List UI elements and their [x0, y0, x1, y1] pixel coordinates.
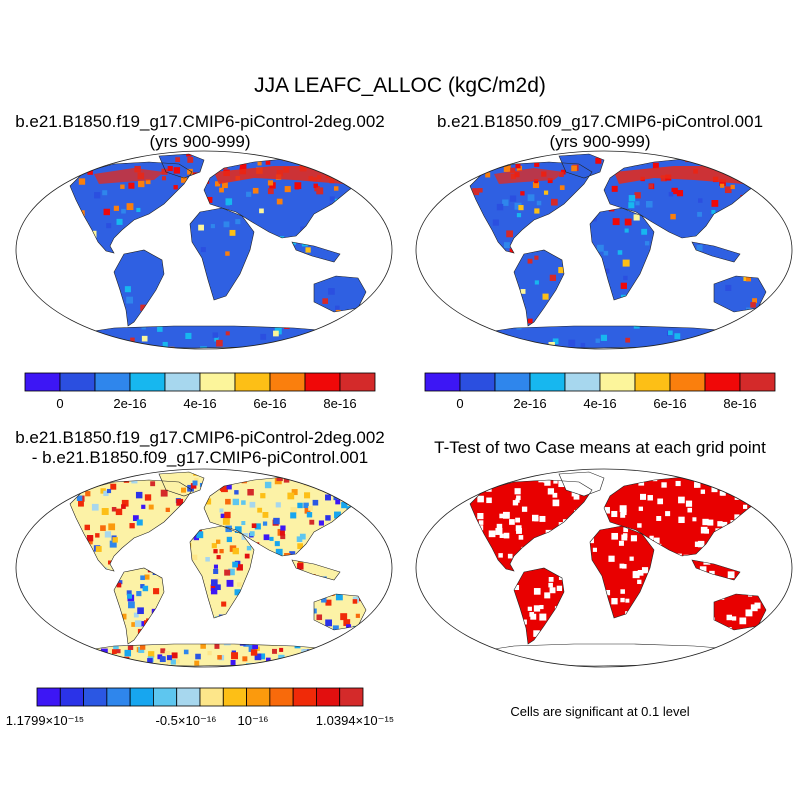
- colorbar-panel1: [24, 372, 376, 392]
- colorbar-difference: [36, 687, 364, 707]
- colorbar-cell: [564, 372, 601, 392]
- colorbar-cell: [339, 372, 376, 392]
- panel1-title: b.e21.B1850.f19_g17.CMIP6-piControl-2deg…: [0, 112, 400, 152]
- panel4-title-line1: T-Test of two Case means at each grid po…: [434, 438, 766, 457]
- colorbar-cell: [164, 372, 201, 392]
- continent-greenland: [559, 154, 604, 178]
- colorbar-cell: [83, 687, 108, 707]
- colorbar-tick-label: 8e-16: [323, 396, 357, 411]
- colorbar-cell: [269, 687, 294, 707]
- page-title: JJA LEAFC_ALLOC (kgC/m2d): [254, 74, 546, 97]
- colorbar-cell: [59, 372, 96, 392]
- continent-southAmerica: [114, 568, 164, 644]
- panel1-title-line2: (yrs 900-999): [149, 132, 251, 151]
- continent-seAsia: [692, 242, 740, 262]
- colorbar-cell: [339, 687, 364, 707]
- colorbar-panel2: [424, 372, 776, 392]
- colorbar-cell: [599, 372, 636, 392]
- continent-southAmerica: [114, 250, 164, 326]
- colorbar-cell: [199, 372, 236, 392]
- colorbar-cell: [222, 687, 247, 707]
- colorbar-tick-label: 6e-16: [253, 396, 287, 411]
- colorbar-cell: [129, 687, 154, 707]
- colorbar-cell: [292, 687, 317, 707]
- continent-northAmerica: [470, 162, 592, 253]
- colorbar-cell: [634, 372, 671, 392]
- colorbar-cell: [106, 687, 131, 707]
- colorbar-cell: [59, 687, 84, 707]
- map-border: [15, 468, 393, 668]
- colorbar-cell: [316, 687, 341, 707]
- continent-southAmerica: [514, 250, 564, 326]
- colorbar-tick-label: 0: [56, 396, 64, 411]
- colorbar-cell: [269, 372, 306, 392]
- continent-greenland: [559, 472, 604, 496]
- significance-note: Cells are significant at 0.1 level: [510, 704, 690, 719]
- colorbar-cell: [669, 372, 706, 392]
- continent-seAsia: [292, 242, 340, 262]
- colorbar-diff-label-right: 1.0394×10⁻¹⁵: [315, 713, 395, 728]
- map-panel-ttest: [415, 468, 793, 668]
- map-border: [415, 468, 793, 668]
- continent-australia: [714, 594, 766, 630]
- panel2-title: b.e21.B1850.f09_g17.CMIP6-piControl.001 …: [400, 112, 800, 152]
- colorbar-cell: [304, 372, 341, 392]
- panel4-title: T-Test of two Case means at each grid po…: [400, 438, 800, 458]
- panel2-title-line2: (yrs 900-999): [549, 132, 651, 151]
- map-panel-model2: [415, 150, 793, 350]
- colorbar-cell: [199, 687, 224, 707]
- colorbar-diff-label-mid2: 10⁻¹⁶: [237, 713, 269, 728]
- map-border: [15, 150, 393, 350]
- colorbar-cell: [246, 687, 271, 707]
- map-border: [415, 150, 793, 350]
- colorbar-cell: [494, 372, 531, 392]
- colorbar-tick-label: 4e-16: [583, 396, 617, 411]
- panel1-title-line1: b.e21.B1850.f19_g17.CMIP6-piControl-2deg…: [15, 112, 385, 131]
- colorbar-cell: [129, 372, 166, 392]
- continent-eurasia: [204, 476, 364, 556]
- colorbar-cell: [424, 372, 461, 392]
- colorbar-cell: [739, 372, 776, 392]
- colorbar-cell: [234, 372, 271, 392]
- continent-northAmerica: [470, 480, 592, 571]
- colorbar-tick-label: 2e-16: [113, 396, 147, 411]
- map-panel-model1: [15, 150, 393, 350]
- panel3-title-line1: b.e21.B1850.f19_g17.CMIP6-piControl-2deg…: [15, 428, 385, 447]
- colorbar-tick-label: 2e-16: [513, 396, 547, 411]
- colorbar-tick-label: 0: [456, 396, 464, 411]
- colorbar-cell: [24, 372, 61, 392]
- colorbar-cell: [36, 687, 61, 707]
- colorbar-diff-label-left: 1.1799×10⁻¹⁵: [5, 713, 85, 728]
- colorbar-cell: [176, 687, 201, 707]
- colorbar-cell: [153, 687, 178, 707]
- panel3-title: b.e21.B1850.f19_g17.CMIP6-piControl-2deg…: [0, 428, 400, 468]
- colorbar-tick-label: 4e-16: [183, 396, 217, 411]
- colorbar-cell: [704, 372, 741, 392]
- continent-seAsia: [292, 560, 340, 580]
- colorbar-cell: [529, 372, 566, 392]
- colorbar-cell: [94, 372, 131, 392]
- panel2-title-line1: b.e21.B1850.f09_g17.CMIP6-piControl.001: [436, 112, 764, 131]
- map-panel-difference: [15, 468, 393, 668]
- colorbar-tick-label: 6e-16: [653, 396, 687, 411]
- colorbar-cell: [459, 372, 496, 392]
- colorbar-diff-label-mid1: -0.5×10⁻¹⁶: [155, 713, 217, 728]
- panel3-title-line2: - b.e21.B1850.f09_g17.CMIP6-piControl.00…: [31, 448, 369, 467]
- colorbar-tick-label: 8e-16: [723, 396, 757, 411]
